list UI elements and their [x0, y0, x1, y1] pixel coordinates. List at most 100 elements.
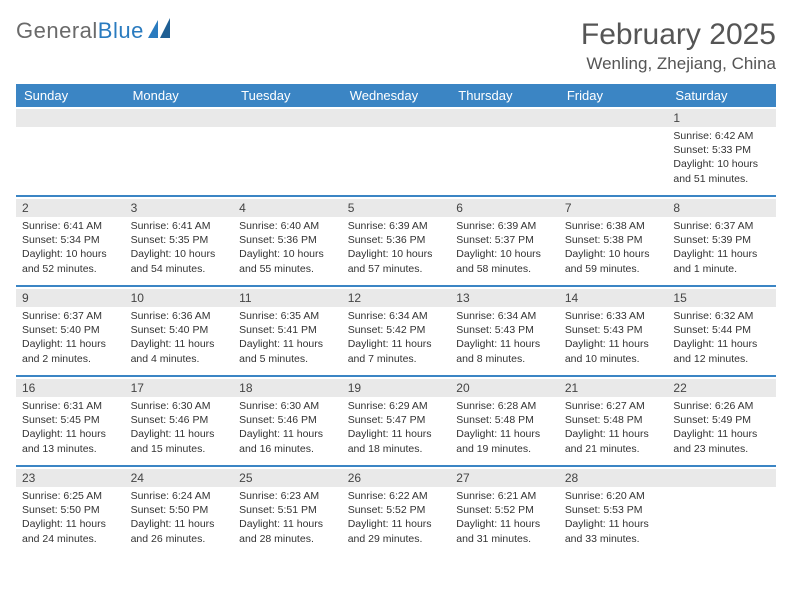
day-details: Sunrise: 6:41 AMSunset: 5:35 PMDaylight:…	[131, 219, 228, 276]
week-row: 23Sunrise: 6:25 AMSunset: 5:50 PMDayligh…	[16, 465, 776, 555]
day-detail-line: Daylight: 10 hours	[456, 247, 553, 261]
logo-sail-icon	[148, 18, 174, 44]
day-details: Sunrise: 6:21 AMSunset: 5:52 PMDaylight:…	[456, 489, 553, 546]
day-detail-line: Daylight: 11 hours	[131, 517, 228, 531]
day-header-row: Sunday Monday Tuesday Wednesday Thursday…	[16, 84, 776, 107]
day-number: 6	[450, 199, 559, 217]
day-number: 26	[342, 469, 451, 487]
day-cell: 17Sunrise: 6:30 AMSunset: 5:46 PMDayligh…	[125, 377, 234, 465]
day-detail-line: Sunrise: 6:26 AM	[673, 399, 770, 413]
day-detail-line: Sunset: 5:33 PM	[673, 143, 770, 157]
day-details: Sunrise: 6:26 AMSunset: 5:49 PMDaylight:…	[673, 399, 770, 456]
day-number: 5	[342, 199, 451, 217]
day-details: Sunrise: 6:30 AMSunset: 5:46 PMDaylight:…	[239, 399, 336, 456]
day-cell: 2Sunrise: 6:41 AMSunset: 5:34 PMDaylight…	[16, 197, 125, 285]
day-detail-line: and 51 minutes.	[673, 172, 770, 186]
day-detail-line: Sunset: 5:45 PM	[22, 413, 119, 427]
day-cell: 3 Sunrise: 6:41 AMSunset: 5:35 PMDaylight…	[125, 197, 234, 285]
day-number: 8	[667, 199, 776, 217]
day-detail-line: Sunset: 5:51 PM	[239, 503, 336, 517]
day-cell: 27 Sunrise: 6:21 AMSunset: 5:52 PMDayligh…	[450, 467, 559, 555]
day-number: 3	[125, 199, 234, 217]
day-details: Sunrise: 6:34 AMSunset: 5:43 PMDaylight:…	[456, 309, 553, 366]
day-number: 20	[450, 379, 559, 397]
day-number: 2	[16, 199, 125, 217]
day-cell: 6 Sunrise: 6:39 AMSunset: 5:37 PMDaylight…	[450, 197, 559, 285]
day-number	[559, 109, 668, 127]
day-cell	[342, 107, 451, 195]
day-cell: 1Sunrise: 6:42 AMSunset: 5:33 PMDaylight…	[667, 107, 776, 195]
day-detail-line: Daylight: 11 hours	[348, 517, 445, 531]
day-number: 16	[16, 379, 125, 397]
day-number: 27	[450, 469, 559, 487]
day-detail-line: Sunset: 5:52 PM	[348, 503, 445, 517]
day-detail-line: Sunset: 5:42 PM	[348, 323, 445, 337]
day-number: 15	[667, 289, 776, 307]
day-details: Sunrise: 6:30 AMSunset: 5:46 PMDaylight:…	[131, 399, 228, 456]
day-detail-line: Sunrise: 6:41 AM	[22, 219, 119, 233]
day-detail-line: Sunrise: 6:41 AM	[131, 219, 228, 233]
day-detail-line: Sunset: 5:43 PM	[565, 323, 662, 337]
day-detail-line: Sunset: 5:48 PM	[456, 413, 553, 427]
day-number: 28	[559, 469, 668, 487]
day-detail-line: Sunrise: 6:38 AM	[565, 219, 662, 233]
day-details: Sunrise: 6:40 AMSunset: 5:36 PMDaylight:…	[239, 219, 336, 276]
day-details: Sunrise: 6:34 AMSunset: 5:42 PMDaylight:…	[348, 309, 445, 366]
logo: GeneralBlue	[16, 18, 174, 44]
day-detail-line: and 16 minutes.	[239, 442, 336, 456]
day-detail-line: Daylight: 10 hours	[22, 247, 119, 261]
day-detail-line: Daylight: 11 hours	[565, 337, 662, 351]
day-detail-line: Sunrise: 6:35 AM	[239, 309, 336, 323]
day-detail-line: Sunrise: 6:33 AM	[565, 309, 662, 323]
day-detail-line: Daylight: 11 hours	[239, 517, 336, 531]
day-detail-line: and 13 minutes.	[22, 442, 119, 456]
day-detail-line: Sunset: 5:46 PM	[131, 413, 228, 427]
day-detail-line: Sunrise: 6:22 AM	[348, 489, 445, 503]
day-detail-line: Sunrise: 6:34 AM	[348, 309, 445, 323]
day-detail-line: Sunset: 5:46 PM	[239, 413, 336, 427]
day-cell: 26 Sunrise: 6:22 AMSunset: 5:52 PMDayligh…	[342, 467, 451, 555]
day-detail-line: Sunrise: 6:36 AM	[131, 309, 228, 323]
day-detail-line: Sunset: 5:53 PM	[565, 503, 662, 517]
day-cell: 20 Sunrise: 6:28 AMSunset: 5:48 PMDayligh…	[450, 377, 559, 465]
day-detail-line: and 5 minutes.	[239, 352, 336, 366]
day-detail-line: Sunrise: 6:25 AM	[22, 489, 119, 503]
day-header-sat: Saturday	[667, 84, 776, 107]
day-details: Sunrise: 6:39 AMSunset: 5:37 PMDaylight:…	[456, 219, 553, 276]
day-detail-line: Sunset: 5:41 PM	[239, 323, 336, 337]
day-detail-line: Sunrise: 6:27 AM	[565, 399, 662, 413]
day-detail-line: and 10 minutes.	[565, 352, 662, 366]
day-cell: 13Sunrise: 6:34 AMSunset: 5:43 PMDayligh…	[450, 287, 559, 375]
day-detail-line: Sunrise: 6:42 AM	[673, 129, 770, 143]
day-number: 1	[667, 109, 776, 127]
day-number: 7	[559, 199, 668, 217]
day-number: 19	[342, 379, 451, 397]
day-detail-line: Daylight: 10 hours	[239, 247, 336, 261]
day-detail-line: and 59 minutes.	[565, 262, 662, 276]
day-cell: 24Sunrise: 6:24 AMSunset: 5:50 PMDayligh…	[125, 467, 234, 555]
day-detail-line: Daylight: 11 hours	[673, 247, 770, 261]
day-detail-line: Sunset: 5:47 PM	[348, 413, 445, 427]
day-cell	[16, 107, 125, 195]
day-number: 22	[667, 379, 776, 397]
calendar: Sunday Monday Tuesday Wednesday Thursday…	[16, 84, 776, 555]
day-number: 9	[16, 289, 125, 307]
day-number	[667, 469, 776, 487]
day-detail-line: Sunset: 5:40 PM	[131, 323, 228, 337]
day-detail-line: Sunset: 5:52 PM	[456, 503, 553, 517]
day-cell: 12Sunrise: 6:34 AMSunset: 5:42 PMDayligh…	[342, 287, 451, 375]
day-number: 25	[233, 469, 342, 487]
location: Wenling, Zhejiang, China	[581, 54, 776, 74]
day-detail-line: Daylight: 10 hours	[131, 247, 228, 261]
day-cell: 9Sunrise: 6:37 AMSunset: 5:40 PMDaylight…	[16, 287, 125, 375]
day-detail-line: Sunrise: 6:23 AM	[239, 489, 336, 503]
day-details: Sunrise: 6:28 AMSunset: 5:48 PMDaylight:…	[456, 399, 553, 456]
day-details: Sunrise: 6:33 AMSunset: 5:43 PMDaylight:…	[565, 309, 662, 366]
day-details: Sunrise: 6:37 AMSunset: 5:39 PMDaylight:…	[673, 219, 770, 276]
week-row: 1Sunrise: 6:42 AMSunset: 5:33 PMDaylight…	[16, 107, 776, 195]
day-details: Sunrise: 6:22 AMSunset: 5:52 PMDaylight:…	[348, 489, 445, 546]
day-details: Sunrise: 6:25 AMSunset: 5:50 PMDaylight:…	[22, 489, 119, 546]
day-detail-line: and 8 minutes.	[456, 352, 553, 366]
day-detail-line: and 57 minutes.	[348, 262, 445, 276]
day-detail-line: Sunrise: 6:30 AM	[239, 399, 336, 413]
